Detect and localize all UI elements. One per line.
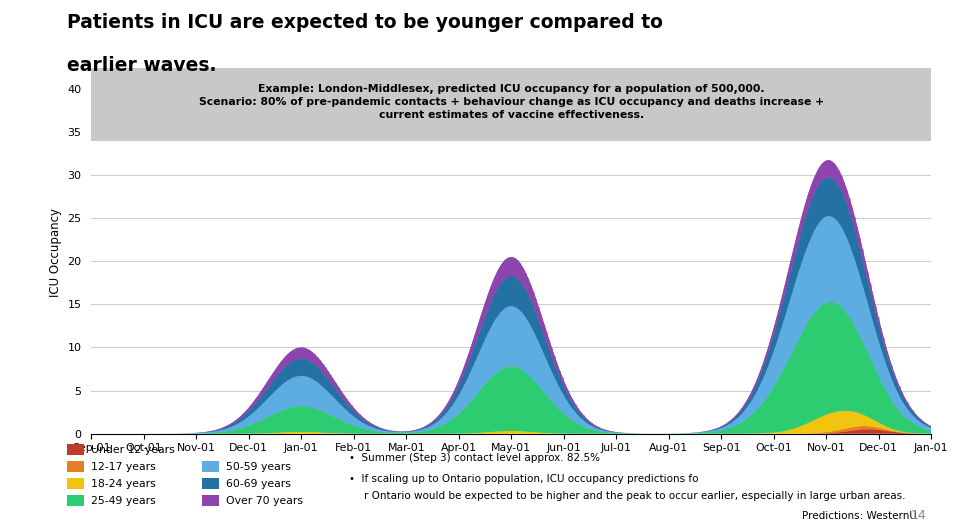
- Text: •  If scaling up to Ontario population, ICU occupancy predictions fo: • If scaling up to Ontario population, I…: [348, 473, 698, 484]
- FancyBboxPatch shape: [91, 68, 931, 141]
- Text: Over 70 years: Over 70 years: [226, 496, 302, 505]
- Text: r Ontario would be expected to be higher and the peak to occur earlier, especial: r Ontario would be expected to be higher…: [364, 492, 905, 501]
- Text: Predictions: WesternU: Predictions: WesternU: [802, 511, 917, 521]
- Text: Under 12 years: Under 12 years: [91, 445, 175, 454]
- Text: 60-69 years: 60-69 years: [226, 479, 291, 488]
- Text: 50-59 years: 50-59 years: [226, 462, 291, 471]
- Text: •  Summer (Step 3) contact level approx. 82.5%: • Summer (Step 3) contact level approx. …: [348, 453, 600, 463]
- Text: earlier waves.: earlier waves.: [67, 56, 217, 75]
- Text: 12-17 years: 12-17 years: [91, 462, 156, 471]
- Text: 25-49 years: 25-49 years: [91, 496, 156, 505]
- Text: Example: London-Middlesex, predicted ICU occupancy for a population of 500,000.
: Example: London-Middlesex, predicted ICU…: [199, 84, 824, 120]
- Text: 18-24 years: 18-24 years: [91, 479, 156, 488]
- Y-axis label: ICU Occupancy: ICU Occupancy: [49, 208, 61, 297]
- Text: 14: 14: [911, 509, 926, 522]
- Text: Patients in ICU are expected to be younger compared to: Patients in ICU are expected to be young…: [67, 13, 663, 32]
